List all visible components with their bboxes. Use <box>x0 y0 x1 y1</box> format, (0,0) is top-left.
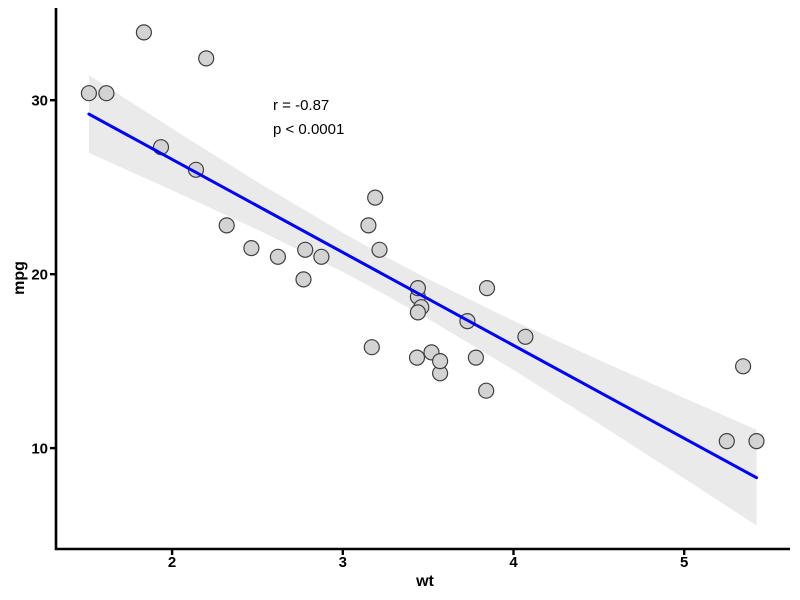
data-point <box>297 241 314 258</box>
data-point <box>198 50 215 67</box>
data-point <box>313 248 330 265</box>
data-point <box>243 240 260 257</box>
pvalue-annotation: p < 0.0001 <box>273 121 344 138</box>
y-tick-label: 10 <box>31 441 48 458</box>
data-point <box>718 433 735 450</box>
y-axis-title: mpg <box>11 261 28 295</box>
data-point <box>467 349 484 366</box>
data-point <box>734 358 752 375</box>
data-point <box>269 248 286 265</box>
data-points-layer <box>80 24 765 450</box>
data-point <box>363 339 380 356</box>
data-point <box>367 189 384 206</box>
axis-lines <box>54 8 790 551</box>
data-point <box>408 349 426 366</box>
regression-line-layer <box>87 112 758 480</box>
correlation-annotation: r = -0.87 <box>273 97 329 114</box>
data-point <box>218 217 235 234</box>
y-tick-label: 30 <box>31 93 48 110</box>
axes-layer: 2 3 4 5 10 20 30 <box>31 8 790 571</box>
data-point <box>295 271 312 288</box>
x-tick-label: 4 <box>509 554 518 571</box>
data-point <box>432 353 449 370</box>
y-tick-label: 20 <box>31 267 48 284</box>
data-point <box>478 382 495 399</box>
data-point <box>409 304 426 321</box>
data-point <box>98 85 115 102</box>
data-point <box>360 217 377 234</box>
data-point <box>80 85 98 102</box>
data-point <box>517 328 534 345</box>
x-tick-label: 5 <box>680 554 688 571</box>
x-tick-label: 2 <box>168 554 176 571</box>
labels-layer: wt mpg r = -0.87 p < 0.0001 <box>11 97 435 590</box>
data-point <box>478 280 496 297</box>
data-point <box>371 241 388 258</box>
x-tick-label: 3 <box>339 554 347 571</box>
data-point <box>135 24 152 41</box>
data-point <box>748 433 765 450</box>
x-axis-title: wt <box>415 573 434 590</box>
regression-line <box>87 112 758 480</box>
